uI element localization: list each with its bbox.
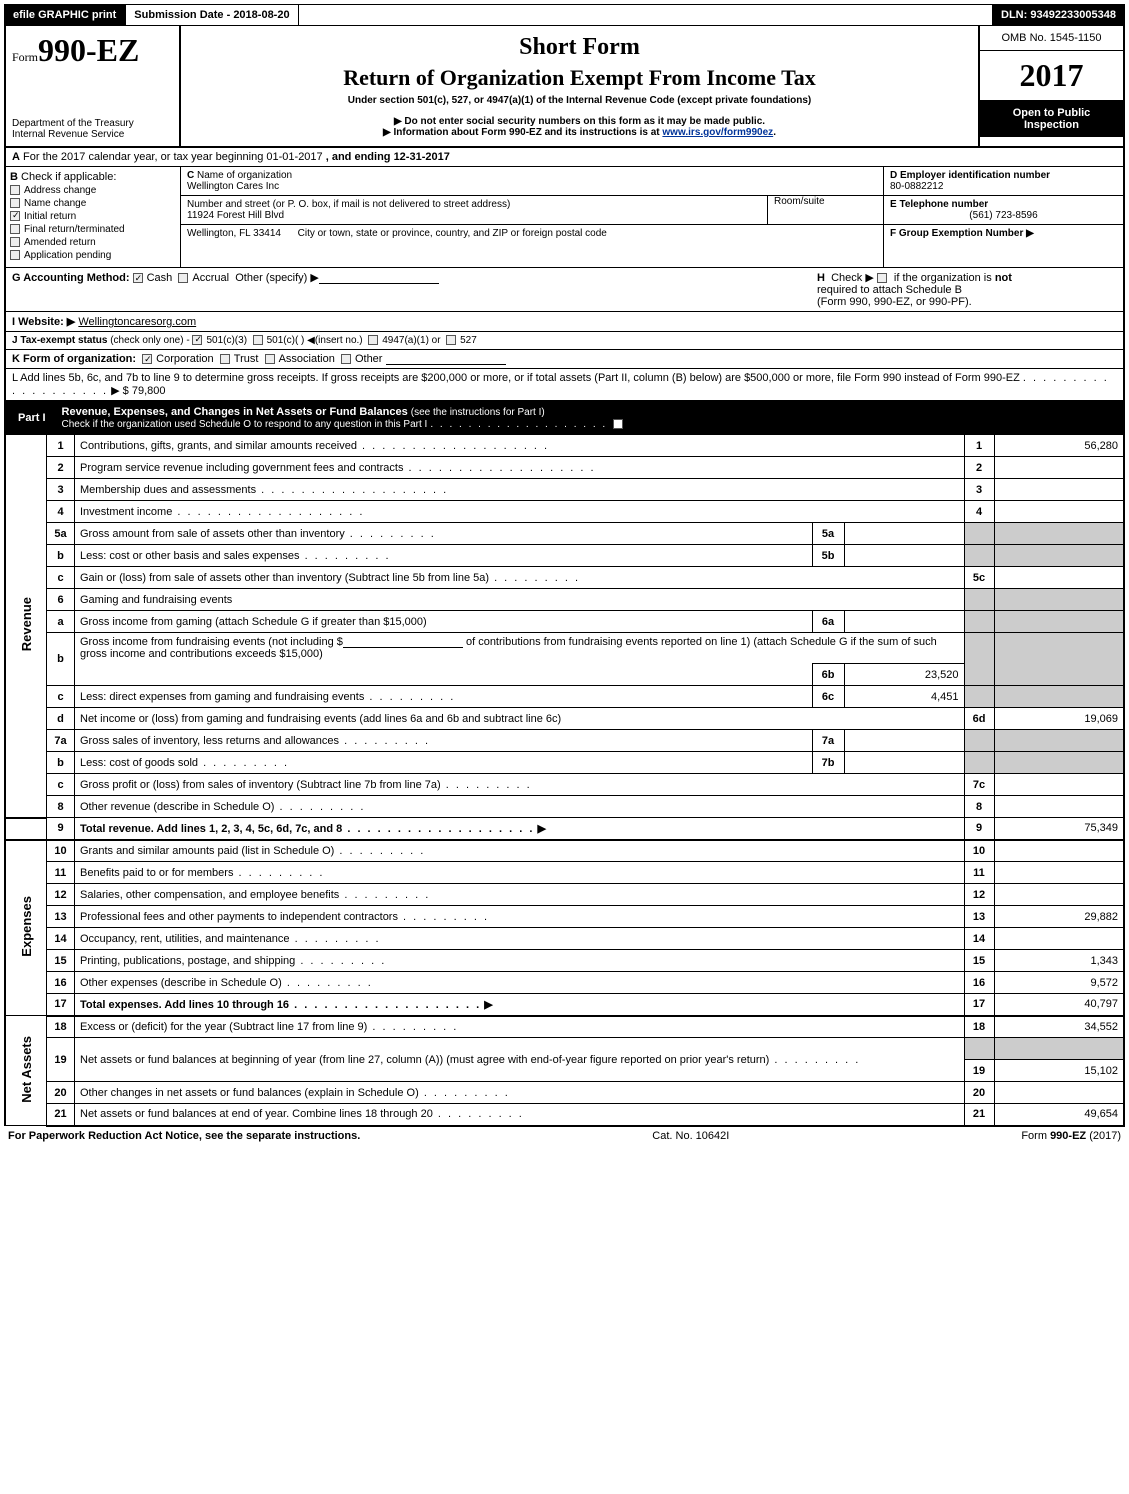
checkbox-list: Address change Name change Initial retur… [10,185,176,261]
checkbox-trust[interactable] [220,354,230,364]
instructions-link[interactable]: www.irs.gov/form990ez [662,127,773,138]
section-gh: G Accounting Method: Cash Accrual Other … [4,268,1125,312]
checkbox-amended-return[interactable] [10,237,20,247]
accounting-other-input[interactable] [319,272,439,284]
ein-value: 80-0882212 [890,181,943,192]
line-20-value [994,1082,1124,1104]
submission-date: Submission Date - 2018-08-20 [125,4,298,26]
line-10-value [994,840,1124,862]
title-main: Return of Organization Exempt From Incom… [189,65,970,91]
section-j: J Tax-exempt status (check only one) - 5… [4,332,1125,350]
other-org-input[interactable] [386,353,506,365]
checkbox-cash[interactable] [133,273,143,283]
subtitle-2: ▶ Do not enter social security numbers o… [189,116,970,127]
org-address: 11924 Forest Hill Blvd [187,210,284,221]
side-label-revenue: Revenue [5,435,47,818]
part-i-table: Revenue 1 Contributions, gifts, grants, … [4,434,1125,1127]
line-7a-value [844,730,964,752]
side-label-expenses: Expenses [5,840,47,1016]
subtitle-3: ▶ Information about Form 990-EZ and its … [189,127,970,138]
line-14-value [994,928,1124,950]
section-bc-def: B Check if applicable: Address change Na… [4,167,1125,268]
open-to-public-badge: Open to Public Inspection [980,101,1123,137]
line-2-value [994,457,1124,479]
telephone-value: (561) 723-8596 [890,210,1117,221]
line-6c-value: 4,451 [844,686,964,708]
dln-badge: DLN: 93492233005348 [992,4,1125,26]
side-label-net-assets: Net Assets [5,1016,47,1126]
tax-year: 2017 [1020,57,1084,93]
section-b-label: B [10,171,18,183]
line-1-value: 56,280 [994,435,1124,457]
section-k: K Form of organization: Corporation Trus… [4,350,1125,369]
checkbox-application-pending[interactable] [10,250,20,260]
checkbox-final-return[interactable] [10,224,20,234]
line-17-value: 40,797 [994,994,1124,1016]
line-15-value: 1,343 [994,950,1124,972]
footer-form-ref: Form 990-EZ (2017) [1021,1130,1121,1142]
footer-catalog: Cat. No. 10642I [652,1130,729,1142]
line-19-value: 15,102 [994,1060,1124,1082]
top-bar: efile GRAPHIC print Submission Date - 20… [4,4,1125,26]
omb-number: OMB No. 1545-1150 [980,26,1123,51]
page-footer: For Paperwork Reduction Act Notice, see … [4,1127,1125,1145]
subtitle-1: Under section 501(c), 527, or 4947(a)(1)… [189,95,970,106]
website-link[interactable]: Wellingtoncaresorg.com [78,316,196,328]
checkbox-527[interactable] [446,335,456,345]
line-12-value [994,884,1124,906]
checkbox-association[interactable] [265,354,275,364]
checkbox-name-change[interactable] [10,198,20,208]
checkbox-address-change[interactable] [10,185,20,195]
checkbox-other-org[interactable] [341,354,351,364]
line-6b-value: 23,520 [844,664,964,686]
top-bar-spacer [299,4,992,26]
line-6a-value [844,611,964,633]
line-21-value: 49,654 [994,1104,1124,1126]
line-9-value: 75,349 [994,818,1124,840]
line-18-value: 34,552 [994,1016,1124,1038]
checkbox-accrual[interactable] [178,273,188,283]
checkbox-schedule-b[interactable] [877,273,887,283]
checkbox-4947[interactable] [368,335,378,345]
line-11-value [994,862,1124,884]
gross-receipts-amount: ▶ $ 79,800 [111,385,165,397]
form-number: Form990-EZ [12,32,173,69]
line-16-value: 9,572 [994,972,1124,994]
line-4-value [994,501,1124,523]
org-name: Wellington Cares Inc [187,181,279,192]
footer-notice: For Paperwork Reduction Act Notice, see … [8,1130,360,1142]
checkbox-corporation[interactable] [142,354,152,364]
org-city: Wellington, FL 33414 [187,228,281,239]
checkbox-501c[interactable] [253,335,263,345]
line-5c-value [994,567,1124,589]
checkbox-schedule-o[interactable] [613,419,623,429]
checkbox-initial-return[interactable] [10,211,20,221]
line-13-value: 29,882 [994,906,1124,928]
line-6d-value: 19,069 [994,708,1124,730]
line-5b-value [844,545,964,567]
section-i: I Website: ▶ Wellingtoncaresorg.com [4,312,1125,332]
checkbox-501c3[interactable] [192,335,202,345]
department-label: Department of the Treasury Internal Reve… [12,118,173,140]
line-7b-value [844,752,964,774]
title-short: Short Form [189,34,970,61]
line-6b-input[interactable] [343,636,463,648]
section-l: L Add lines 5b, 6c, and 7b to line 9 to … [4,369,1125,402]
line-8-value [994,796,1124,818]
part-i-header: Part I Revenue, Expenses, and Changes in… [4,402,1125,434]
line-3-value [994,479,1124,501]
section-a: A For the 2017 calendar year, or tax yea… [4,148,1125,167]
line-7c-value [994,774,1124,796]
efile-print-badge[interactable]: efile GRAPHIC print [4,4,125,26]
form-header: Form990-EZ Department of the Treasury In… [4,26,1125,148]
line-5a-value [844,523,964,545]
